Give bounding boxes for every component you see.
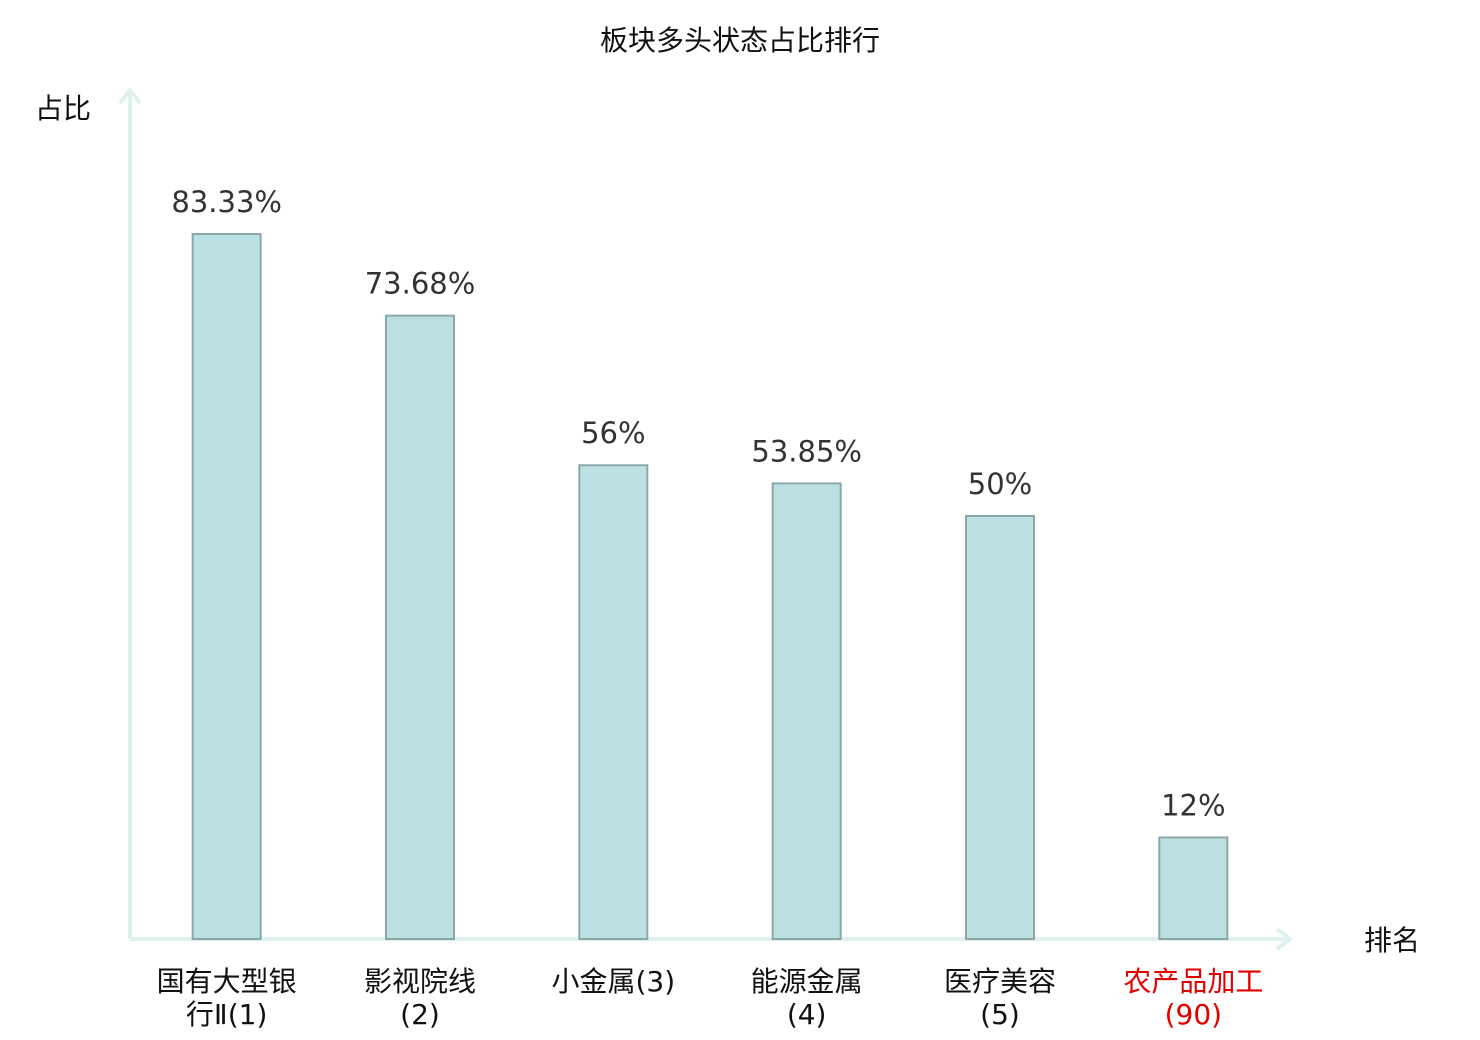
- bar: [578, 464, 649, 940]
- x-tick-label: 农产品加工(90): [1123, 965, 1264, 1031]
- x-tick-label: 国有大型银行Ⅱ(1): [156, 965, 297, 1031]
- bar: [191, 233, 262, 940]
- chart-title: 板块多头状态占比排行: [600, 24, 880, 57]
- bar: [965, 515, 1035, 940]
- x-tick-label: 小金属(3): [551, 965, 676, 998]
- bar: [771, 482, 842, 940]
- bar: [1158, 836, 1229, 940]
- x-tick-label: 医疗美容(5): [943, 965, 1056, 1031]
- value-label: 56%: [581, 416, 645, 450]
- x-tick-label: 能源金属(4): [750, 965, 863, 1031]
- y-axis: [118, 86, 142, 939]
- value-label: 50%: [968, 467, 1032, 501]
- bar: [385, 314, 455, 941]
- x-axis-label: 排名: [1364, 924, 1420, 957]
- x-tick-label: 影视院线(2): [363, 965, 476, 1031]
- y-axis-label: 占比: [35, 92, 91, 125]
- x-axis: [130, 927, 1294, 951]
- value-label: 83.33%: [171, 185, 282, 219]
- value-label: 73.68%: [365, 267, 476, 301]
- value-label: 53.85%: [751, 434, 862, 468]
- value-label: 12%: [1161, 788, 1225, 822]
